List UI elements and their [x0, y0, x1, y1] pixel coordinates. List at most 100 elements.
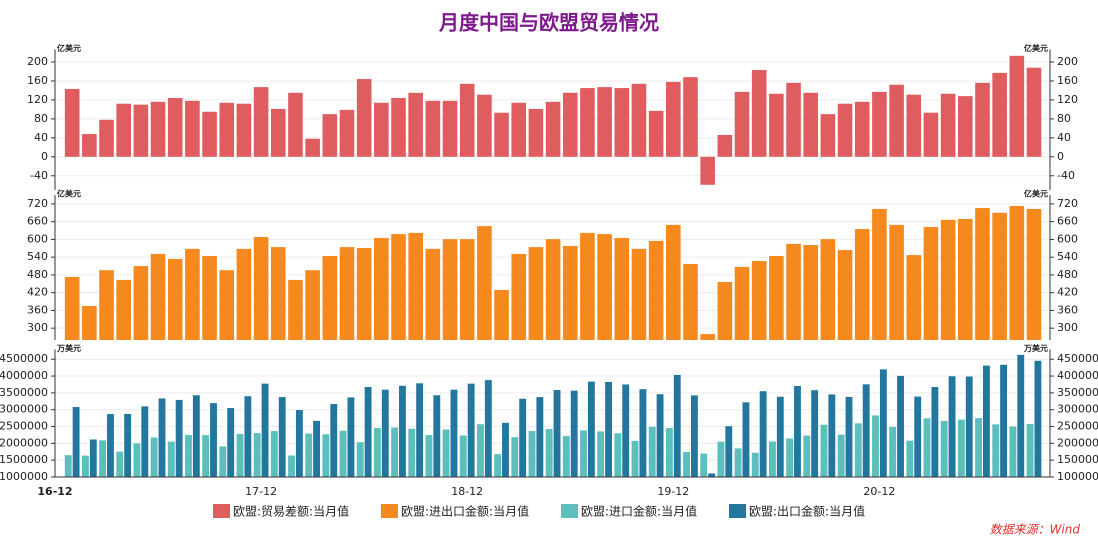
bar: [751, 261, 767, 340]
y2-tick-label: 40: [1057, 131, 1071, 144]
bar: [666, 224, 681, 340]
y-tick-label: 4500000: [0, 352, 48, 365]
y2-tick-label: 600: [1057, 232, 1078, 245]
bar: [580, 88, 595, 157]
y2-tick-label: 1000000: [1057, 470, 1098, 483]
legend-label: 欧盟:进口金额:当月值: [581, 504, 697, 519]
bar: [734, 448, 742, 477]
y2-tick-label: 200: [1057, 55, 1078, 68]
bar: [322, 114, 338, 157]
bar: [769, 93, 784, 157]
bar: [192, 395, 200, 477]
bar: [477, 226, 492, 340]
bar: [391, 98, 406, 157]
bar: [82, 305, 97, 340]
x-tick-label: 16-12: [37, 485, 72, 498]
bar: [751, 452, 759, 477]
y2-tick-label: 4500000: [1057, 352, 1098, 365]
bar: [769, 255, 784, 340]
y2-tick-label: 4000000: [1057, 369, 1098, 382]
bar: [185, 248, 200, 340]
y-tick-label: -40: [30, 169, 48, 182]
bar: [236, 103, 252, 157]
bar: [837, 250, 853, 340]
bar: [202, 111, 217, 157]
bar: [133, 443, 141, 477]
bar: [150, 101, 166, 157]
bar: [519, 398, 527, 477]
bar: [150, 253, 166, 340]
bar: [270, 247, 286, 340]
bar: [580, 232, 595, 340]
bar: [872, 415, 879, 477]
bar: [313, 420, 321, 477]
bar: [356, 247, 372, 340]
bar: [906, 94, 922, 157]
bar: [631, 248, 647, 340]
bar: [837, 434, 845, 477]
bar: [116, 451, 124, 477]
bar: [889, 224, 904, 340]
bar: [683, 263, 698, 340]
bar: [484, 380, 492, 477]
bar: [1026, 67, 1042, 157]
bar: [374, 237, 389, 340]
unit-label: 亿美元: [1024, 189, 1048, 199]
bar: [734, 91, 750, 157]
y-tick-label: 300: [27, 321, 48, 334]
bar: [477, 424, 484, 477]
y2-tick-label: 80: [1057, 112, 1071, 125]
bar: [897, 375, 904, 477]
bar: [253, 433, 261, 477]
bar: [339, 109, 355, 157]
bar: [167, 441, 175, 477]
bar: [923, 226, 939, 340]
bar: [803, 92, 819, 157]
bar: [614, 88, 630, 157]
bar: [786, 82, 801, 157]
legend-swatch: [729, 504, 746, 518]
bar: [906, 255, 922, 340]
bar: [356, 79, 372, 157]
bar: [1026, 424, 1034, 477]
bar: [872, 208, 887, 340]
bar: [631, 440, 639, 477]
bar: [339, 247, 355, 340]
bar: [889, 84, 904, 157]
bar: [553, 390, 561, 477]
unit-label: 亿美元: [1024, 43, 1048, 53]
bar: [391, 234, 406, 340]
x-tick-label: 17-12: [245, 485, 277, 498]
bar: [545, 239, 561, 340]
bar: [511, 437, 519, 477]
bar: [536, 397, 544, 477]
bar: [494, 112, 509, 157]
bar: [278, 397, 286, 477]
bar: [975, 208, 990, 340]
bar: [794, 385, 801, 477]
bar: [975, 418, 982, 477]
bar: [1026, 208, 1042, 340]
y2-tick-label: 360: [1057, 303, 1078, 316]
bar: [820, 114, 836, 157]
bar: [759, 391, 767, 477]
unit-label: 亿美元: [57, 43, 81, 53]
bar: [957, 419, 965, 477]
bar: [940, 219, 956, 340]
bar: [442, 239, 458, 340]
bar: [562, 436, 570, 477]
bar: [82, 134, 97, 157]
bar: [107, 414, 114, 477]
bar: [202, 255, 217, 340]
y-tick-label: 160: [27, 74, 48, 87]
bar: [227, 408, 235, 477]
bar: [133, 104, 149, 157]
source: 数据来源：Wind: [990, 523, 1081, 536]
bar: [89, 439, 97, 477]
bar: [185, 100, 200, 157]
bar: [502, 422, 509, 477]
bar: [330, 403, 338, 477]
bar: [666, 81, 681, 157]
bar: [167, 258, 183, 340]
